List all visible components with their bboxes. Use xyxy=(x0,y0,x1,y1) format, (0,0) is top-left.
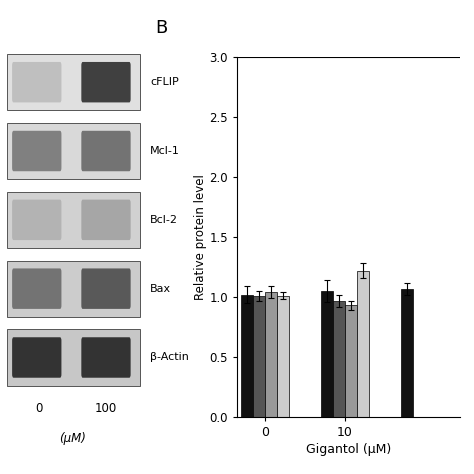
FancyBboxPatch shape xyxy=(82,62,131,102)
FancyBboxPatch shape xyxy=(12,131,62,171)
FancyBboxPatch shape xyxy=(82,268,131,309)
Bar xyxy=(265,292,277,417)
Bar xyxy=(345,305,357,417)
Bar xyxy=(253,296,265,417)
FancyBboxPatch shape xyxy=(12,62,62,102)
Bar xyxy=(333,301,345,417)
FancyBboxPatch shape xyxy=(82,131,131,171)
Y-axis label: Relative protein level: Relative protein level xyxy=(193,174,207,300)
Bar xyxy=(401,289,413,417)
FancyBboxPatch shape xyxy=(7,329,140,386)
FancyBboxPatch shape xyxy=(7,261,140,317)
Bar xyxy=(357,271,369,417)
Text: Bcl-2: Bcl-2 xyxy=(150,215,178,225)
Bar xyxy=(277,296,289,417)
FancyBboxPatch shape xyxy=(12,337,62,378)
FancyBboxPatch shape xyxy=(82,200,131,240)
Text: cFLIP: cFLIP xyxy=(150,77,179,87)
FancyBboxPatch shape xyxy=(12,200,62,240)
X-axis label: Gigantol (μM): Gigantol (μM) xyxy=(306,443,391,456)
FancyBboxPatch shape xyxy=(7,54,140,110)
Text: B: B xyxy=(155,19,167,37)
Text: Bax: Bax xyxy=(150,283,171,294)
Text: (μM): (μM) xyxy=(59,431,85,445)
Text: β-Actin: β-Actin xyxy=(150,353,189,363)
Bar xyxy=(321,291,333,417)
Text: 0: 0 xyxy=(35,402,43,415)
Text: 100: 100 xyxy=(94,402,117,415)
Bar xyxy=(241,295,253,417)
FancyBboxPatch shape xyxy=(12,268,62,309)
FancyBboxPatch shape xyxy=(7,123,140,179)
FancyBboxPatch shape xyxy=(82,337,131,378)
FancyBboxPatch shape xyxy=(7,191,140,248)
Text: Mcl-1: Mcl-1 xyxy=(150,146,180,156)
